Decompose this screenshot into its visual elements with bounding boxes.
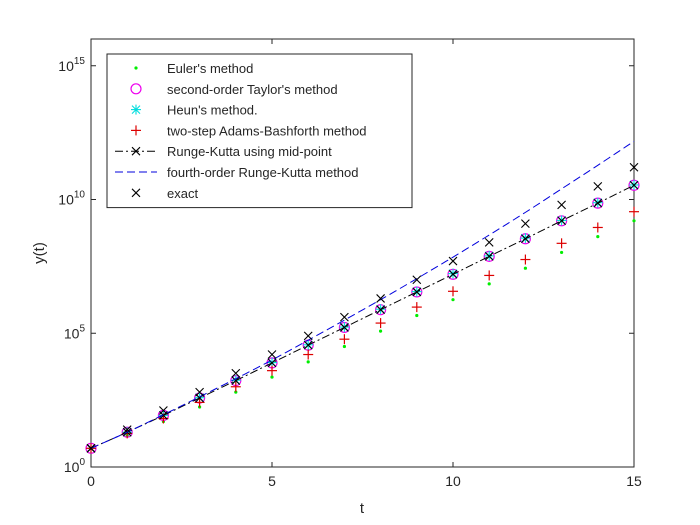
data-point: [557, 200, 566, 210]
data-point: [86, 443, 96, 453]
data-point: [340, 312, 349, 322]
series-layer: [85, 140, 640, 454]
legend: Euler's method second-order Taylor's meth…: [106, 53, 413, 209]
series-line: [90, 184, 635, 449]
data-point: [411, 302, 422, 313]
data-point: [521, 219, 530, 229]
y-tick-label: 1010: [58, 190, 85, 208]
legend-label: Heun's method.: [167, 103, 258, 118]
data-point: [159, 406, 168, 415]
legend-item: two-step Adams-Bashforth method: [131, 123, 366, 138]
data-point: [375, 318, 386, 329]
data-point: [484, 251, 494, 261]
data-point: [593, 181, 603, 191]
data-point: [520, 254, 531, 265]
data-point: [596, 235, 600, 239]
legend-item: Runge-Kutta using mid-point: [115, 144, 332, 159]
y-axis-label: y(t): [31, 242, 48, 264]
data-point: [560, 250, 564, 255]
data-point: [231, 376, 241, 385]
x-tick-label: 0: [87, 473, 95, 489]
data-point: [629, 162, 639, 172]
legend-label: second-order Taylor's method: [167, 82, 338, 97]
data-point: [303, 340, 313, 350]
data-point: [448, 256, 458, 266]
series-4: [86, 180, 639, 453]
data-point: [484, 270, 495, 281]
data-point: [487, 282, 491, 286]
data-point: [629, 180, 639, 190]
data-point: [415, 313, 419, 318]
x-tick-label: 5: [268, 473, 276, 489]
legend-marker: [130, 83, 142, 95]
legend-label: Runge-Kutta using mid-point: [167, 144, 332, 159]
y-tick-label: 100: [64, 457, 86, 475]
x-axis-label: t: [360, 500, 365, 517]
data-point: [303, 349, 314, 360]
legend-marker: [134, 66, 138, 70]
data-point: [267, 358, 277, 368]
data-point: [122, 425, 132, 434]
data-point: [593, 198, 603, 208]
data-point: [230, 381, 241, 392]
x-tick-label: 10: [445, 473, 461, 489]
data-point: [632, 219, 636, 223]
data-point: [412, 275, 422, 285]
series-3: [86, 206, 639, 454]
data-point: [303, 331, 313, 341]
legend-label: two-step Adams-Bashforth method: [167, 123, 366, 138]
series-6: [86, 162, 639, 453]
data-point: [412, 287, 422, 297]
legend-item: Heun's method.: [131, 103, 258, 118]
legend-item: second-order Taylor's method: [130, 82, 338, 97]
data-point: [379, 329, 383, 333]
legend-item: exact: [131, 186, 198, 201]
legend-item: fourth-order Runge-Kutta method: [115, 165, 359, 180]
data-point: [448, 286, 458, 297]
series-line: [90, 140, 635, 449]
data-point: [267, 350, 277, 359]
legend-label: Euler's method: [167, 61, 253, 76]
legend-label: fourth-order Runge-Kutta method: [167, 165, 359, 180]
data-point: [592, 222, 603, 233]
y-tick-label: 105: [64, 323, 86, 341]
data-point: [448, 269, 458, 279]
series-5: [90, 140, 635, 449]
y-tick-label: 1015: [58, 56, 85, 74]
data-point: [231, 368, 241, 378]
legend-box: [106, 53, 413, 209]
data-point: [342, 344, 346, 349]
data-point: [267, 365, 277, 376]
legend-marker: [131, 125, 141, 136]
data-point: [629, 206, 639, 217]
data-point: [270, 375, 274, 379]
legend-marker: [131, 188, 141, 198]
data-point: [234, 390, 238, 394]
data-point: [306, 360, 310, 364]
data-point: [340, 323, 349, 332]
data-point: [556, 238, 567, 249]
data-point: [376, 305, 385, 315]
legend-marker: [131, 104, 141, 115]
data-point: [521, 234, 530, 244]
data-point: [376, 294, 385, 303]
x-tick-label: 15: [626, 473, 642, 489]
data-point: [557, 216, 566, 226]
data-point: [451, 298, 455, 302]
data-point: [339, 334, 350, 345]
data-point: [195, 387, 204, 397]
data-point: [523, 266, 528, 270]
data-point: [484, 237, 494, 247]
legend-marker: [131, 146, 141, 156]
data-point: [194, 397, 205, 408]
legend-item: Euler's method: [134, 61, 253, 76]
legend-label: exact: [167, 186, 198, 201]
